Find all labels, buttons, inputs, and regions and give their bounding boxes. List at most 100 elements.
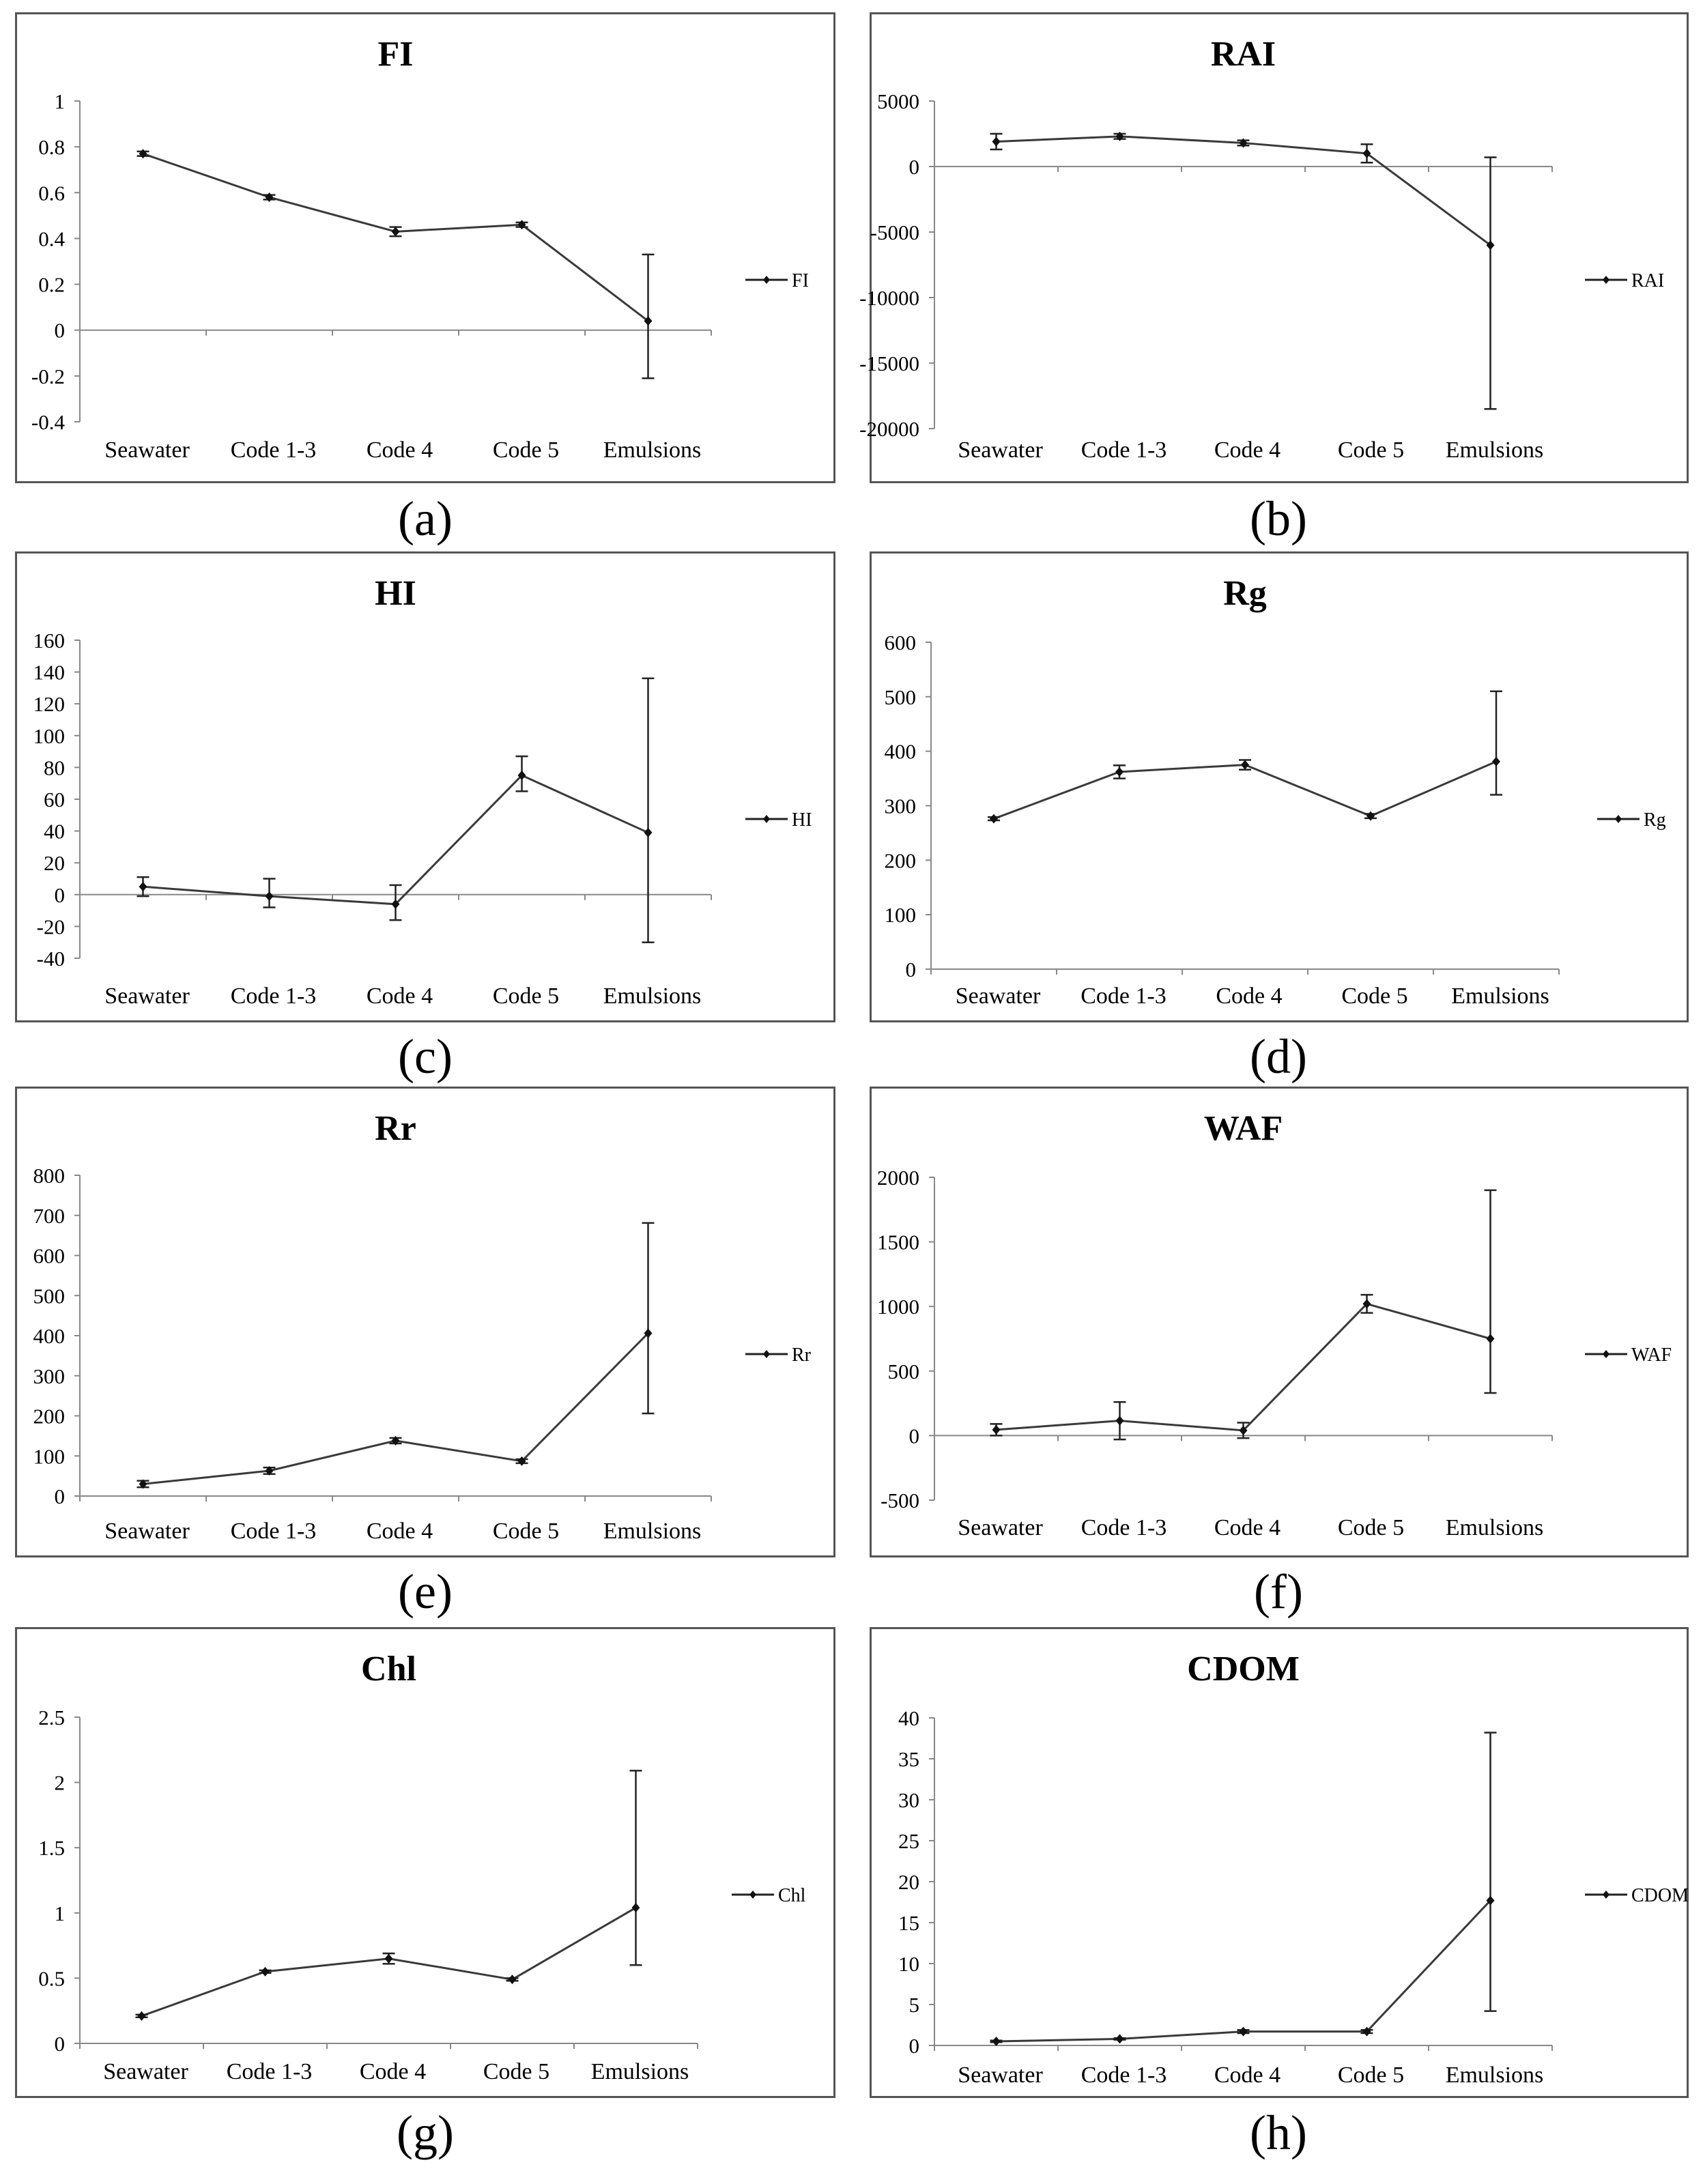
- y-tick-label: 0: [909, 155, 920, 179]
- data-point: [1362, 148, 1371, 158]
- y-tick-label: -20000: [859, 417, 919, 441]
- legend-marker: [763, 276, 770, 284]
- data-point: [139, 882, 147, 892]
- legend-label: Rr: [792, 1345, 812, 1366]
- data-point: [384, 1953, 393, 1964]
- data-point: [261, 1966, 270, 1977]
- x-tick-label: Emulsions: [1446, 2063, 1544, 2088]
- x-tick-label: Code 4: [367, 1519, 433, 1544]
- legend-label: Rg: [1644, 809, 1666, 831]
- legend-label: RAI: [1631, 270, 1664, 291]
- data-point: [1366, 811, 1375, 821]
- y-tick-label: -500: [881, 1489, 919, 1512]
- y-tick-label: -20: [37, 915, 65, 938]
- chart-panel-fi: FI -0.4 -0.2 0 0.2 0.4 0.6 0.8 1 Seawater Code 1-3…: [15, 12, 835, 483]
- legend-label: FI: [792, 270, 809, 291]
- chart-title: WAF: [1204, 1109, 1283, 1148]
- chart-panel-waf: WAF -500 0 500 1000 1500 2000 Seawater Code 1-3 C…: [870, 1087, 1689, 1557]
- y-tick-label: 400: [33, 1324, 66, 1348]
- x-tick-label: Code 4: [367, 983, 433, 1009]
- panel-frame: [15, 1087, 835, 1557]
- data-point: [644, 827, 653, 837]
- data-point: [1239, 138, 1248, 148]
- x-tick-label: Code 5: [483, 2059, 549, 2084]
- x-tick-label: Code 5: [493, 1519, 559, 1544]
- y-tick-label: 400: [885, 740, 917, 764]
- y-tick-label: 0.6: [38, 181, 65, 205]
- legend-marker: [749, 1891, 756, 1899]
- panel-frame: [15, 551, 835, 1022]
- x-tick-label: Seawater: [956, 983, 1041, 1009]
- y-tick-label: 20: [44, 851, 65, 875]
- data-point: [508, 1974, 517, 1985]
- x-tick-label: Code 5: [1338, 1515, 1404, 1540]
- data-point: [265, 192, 274, 202]
- y-tick-label: 700: [33, 1204, 66, 1228]
- y-tick-label: 5: [909, 1993, 920, 2017]
- panel-caption: (c): [398, 1029, 453, 1084]
- chart-title: Rg: [1223, 574, 1267, 613]
- x-tick-label: Code 1-3: [231, 1519, 317, 1544]
- chart-panel-rr: Rr 0 100 200 300 400 500 600 700 800 Seawater Code …: [15, 1087, 835, 1557]
- y-tick-label: 0: [55, 319, 66, 343]
- y-tick-label: 10: [898, 1952, 919, 1976]
- x-tick-label: Code 1-3: [227, 2059, 313, 2084]
- x-tick-label: Code 4: [1216, 983, 1282, 1009]
- y-tick-label: -5000: [870, 220, 919, 244]
- x-tick-label: Code 1-3: [231, 437, 317, 463]
- y-tick-label: 100: [33, 724, 66, 748]
- series-line-cdom: [996, 1899, 1491, 2043]
- data-point: [644, 316, 653, 326]
- y-tick-label: 100: [885, 903, 917, 927]
- panel-caption: (e): [398, 1564, 453, 1619]
- y-tick-label: 80: [44, 756, 65, 779]
- chart-panel-hi: HI -40 -20 0 20 40 60 80 100 120 140 160 Seawater Cod…: [15, 551, 835, 1022]
- data-point: [391, 1435, 400, 1446]
- x-tick-label: Code 4: [367, 437, 433, 463]
- data-point: [517, 1456, 526, 1466]
- x-tick-label: Code 1-3: [1081, 437, 1167, 463]
- y-tick-label: 0: [906, 958, 917, 981]
- y-tick-label: 0: [55, 1484, 66, 1508]
- panel-frame: [15, 1627, 835, 2098]
- legend-marker: [763, 815, 770, 823]
- x-tick-label: Seawater: [958, 2063, 1043, 2088]
- legend-marker: [1615, 815, 1622, 823]
- x-tick-label: Seawater: [104, 983, 190, 1009]
- y-tick-label: 0.2: [38, 273, 65, 297]
- panel-caption: (d): [1250, 1029, 1307, 1084]
- data-point: [391, 227, 400, 237]
- x-tick-label: Emulsions: [603, 1519, 702, 1544]
- data-point: [990, 814, 998, 824]
- x-tick-label: Seawater: [958, 1515, 1043, 1540]
- x-tick-label: Code 5: [1341, 983, 1407, 1009]
- x-tick-label: Code 4: [1214, 2063, 1280, 2088]
- chart-title: FI: [378, 35, 414, 74]
- y-tick-label: 160: [33, 629, 66, 652]
- data-point: [265, 891, 274, 902]
- data-point: [517, 771, 526, 781]
- data-point: [1362, 2026, 1371, 2037]
- x-tick-label: Seawater: [958, 437, 1043, 463]
- panel-caption: (h): [1250, 2106, 1307, 2160]
- x-tick-label: Emulsions: [603, 983, 702, 1009]
- legend-label: CDOM: [1631, 1885, 1689, 1906]
- data-point: [992, 2037, 1001, 2046]
- legend-label: WAF: [1631, 1345, 1672, 1366]
- chart-title: RAI: [1211, 35, 1276, 74]
- y-tick-label: 0: [55, 2032, 66, 2056]
- legend-marker: [1603, 1891, 1609, 1899]
- y-tick-label: -40: [37, 947, 65, 971]
- x-tick-label: Emulsions: [1446, 437, 1544, 463]
- data-point: [137, 2011, 146, 2021]
- data-point: [1239, 2026, 1248, 2037]
- y-tick-label: 0: [909, 2034, 920, 2058]
- series-line-fi: [143, 152, 649, 322]
- y-tick-label: 800: [33, 1164, 66, 1188]
- y-tick-label: 600: [885, 631, 917, 655]
- y-tick-label: 25: [898, 1829, 919, 1853]
- data-point: [1492, 756, 1500, 766]
- chart-panel-chl: Chl 0 0.5 1 1.5 2 2.5 Seawater Code 1-3 Code 4 Cod…: [15, 1627, 835, 2098]
- data-point: [1486, 1895, 1495, 1906]
- y-tick-label: 200: [33, 1405, 66, 1428]
